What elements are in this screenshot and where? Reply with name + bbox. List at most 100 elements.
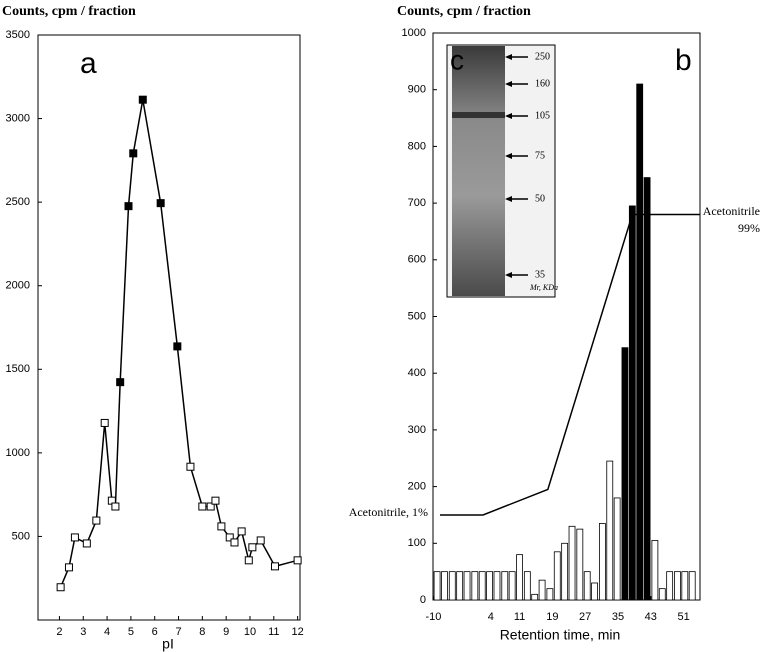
panel-label: b — [675, 44, 692, 77]
bar — [643, 177, 651, 601]
panel-label: a — [80, 47, 97, 80]
bar — [666, 571, 674, 601]
x-tick-label: 11 — [514, 611, 525, 623]
data-point — [138, 95, 147, 104]
x-tick-label: 4 — [488, 611, 494, 623]
y-tick-label: 3000 — [6, 112, 30, 124]
x-tick-label: 6 — [152, 626, 158, 638]
marker-arrowhead — [505, 272, 512, 278]
bar — [674, 571, 681, 601]
bar — [463, 571, 471, 601]
y-tick-label: 400 — [408, 367, 426, 379]
data-point — [217, 522, 226, 531]
bar — [688, 571, 696, 601]
bar — [493, 571, 501, 601]
y-tick-label: 900 — [408, 84, 426, 96]
bar — [651, 540, 659, 601]
data-point — [56, 583, 65, 592]
x-tick-label: 19 — [546, 611, 558, 623]
data-point — [124, 202, 133, 211]
x-tick-label: -10 — [425, 611, 441, 623]
marker-label: 250 — [535, 51, 550, 62]
marker-arrowhead — [505, 153, 512, 159]
x-tick-label: 8 — [199, 626, 205, 638]
data-point — [92, 516, 101, 525]
y-tick-label: 2000 — [6, 280, 30, 292]
data-point — [116, 378, 125, 387]
data-point — [230, 538, 239, 547]
data-point — [270, 562, 279, 571]
x-tick-label: 51 — [677, 611, 689, 623]
bar — [606, 460, 614, 601]
y-tick-label: 0 — [420, 594, 426, 606]
inset-unit: Mr, KDa — [529, 283, 558, 292]
bar — [561, 542, 569, 601]
x-tick-label: 2 — [56, 626, 62, 638]
marker-label: 50 — [535, 193, 545, 204]
bar — [681, 571, 689, 601]
bar — [613, 497, 621, 601]
bar — [471, 571, 479, 601]
bar — [546, 588, 554, 601]
x-tick-label: 7 — [175, 626, 181, 638]
bar — [516, 554, 523, 601]
x-tick-label: 9 — [223, 626, 229, 638]
y-tick-label: 200 — [408, 481, 426, 493]
data-point — [248, 543, 257, 552]
y-tick-label: 3500 — [6, 29, 30, 41]
marker-arrowhead — [505, 81, 512, 87]
bar — [583, 571, 591, 601]
data-point — [211, 496, 220, 505]
x-tick-label: 5 — [128, 626, 134, 638]
x-tick-label: 4 — [104, 626, 110, 638]
inset-label: c — [450, 44, 464, 75]
y-tick-label: 500 — [408, 310, 426, 322]
data-point — [293, 556, 302, 565]
bar — [598, 523, 606, 601]
bar — [478, 571, 486, 601]
y-axis-title: Counts, cpm / fraction — [397, 4, 531, 19]
annotation: Acetonitrile, 1% — [349, 505, 428, 519]
marker-label: 105 — [535, 110, 550, 121]
bar — [538, 579, 546, 601]
y-tick-label: 2500 — [6, 196, 30, 208]
y-tick-label: 500 — [12, 530, 30, 542]
annotation: 99% — [738, 221, 760, 235]
data-point — [100, 418, 109, 427]
data-point — [244, 556, 253, 565]
bar — [448, 571, 456, 601]
data-point — [198, 502, 207, 511]
bar — [433, 571, 441, 601]
marker-arrowhead — [505, 196, 512, 202]
bar — [636, 83, 644, 601]
data-point — [64, 563, 73, 572]
marker-label: 75 — [535, 150, 545, 161]
plot-frame — [37, 34, 301, 621]
x-tick-label: 3 — [80, 626, 86, 638]
data-point — [206, 502, 215, 511]
data-point — [111, 502, 120, 511]
data-point — [70, 533, 79, 542]
x-tick-label: 43 — [645, 611, 657, 623]
data-point — [237, 527, 246, 536]
x-tick-label: 12 — [291, 626, 303, 638]
data-point — [82, 539, 91, 548]
bar — [486, 571, 493, 601]
bar — [456, 571, 464, 601]
annotation: Acetonitrile — [703, 204, 760, 218]
x-tick-label: 10 — [244, 626, 256, 638]
y-tick-label: 600 — [408, 254, 426, 266]
marker-label: 35 — [535, 269, 545, 280]
bar — [553, 551, 561, 601]
bar — [628, 205, 636, 601]
marker-label: 160 — [535, 78, 550, 89]
bar — [531, 593, 539, 601]
bar — [523, 571, 531, 601]
x-axis-title: pI — [162, 636, 174, 652]
x-tick-label: 27 — [579, 611, 591, 623]
data-point — [173, 342, 182, 351]
x-tick-label: 35 — [612, 611, 624, 623]
y-tick-label: 1500 — [6, 363, 30, 375]
bar — [568, 525, 576, 601]
y-tick-label: 1000 — [6, 447, 30, 459]
